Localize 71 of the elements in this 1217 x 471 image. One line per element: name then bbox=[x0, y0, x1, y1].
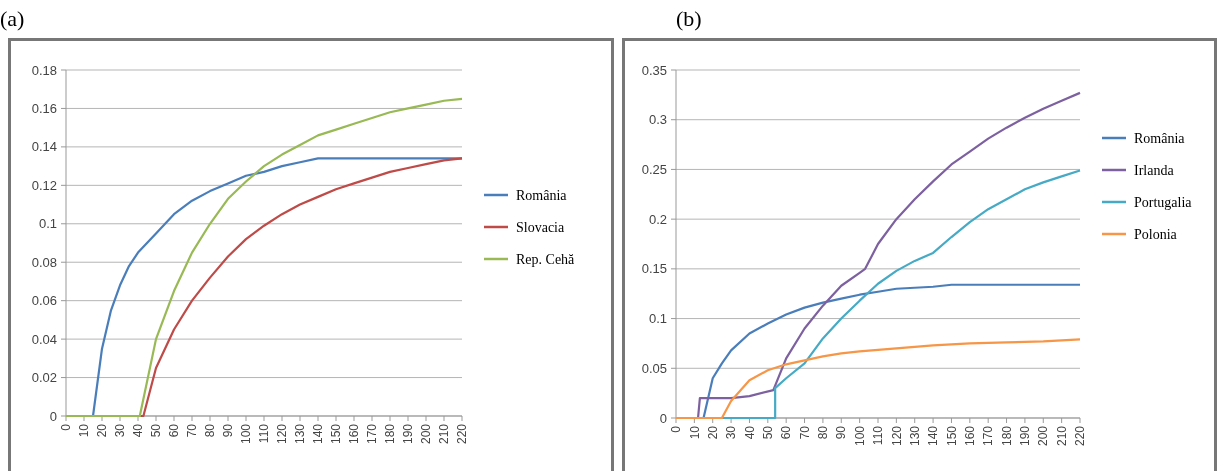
x-tick-label: 40 bbox=[742, 425, 757, 440]
legend-label: Portugalia bbox=[1134, 194, 1193, 210]
y-tick-label: 0.3 bbox=[648, 112, 667, 128]
legend-label: Slovacia bbox=[516, 219, 565, 235]
x-tick-label: 100 bbox=[852, 425, 867, 447]
x-tick-label: 160 bbox=[963, 425, 978, 447]
x-tick-label: 100 bbox=[239, 423, 254, 445]
x-tick-label: 150 bbox=[329, 423, 344, 445]
x-tick-label: 120 bbox=[889, 425, 904, 447]
chart-title: (b) bbox=[676, 6, 702, 31]
x-tick-label: 130 bbox=[907, 425, 922, 447]
x-tick-label: 150 bbox=[944, 425, 959, 447]
y-tick-label: 0.12 bbox=[31, 177, 57, 193]
x-tick-label: 70 bbox=[185, 423, 200, 438]
x-tick-label: 30 bbox=[113, 423, 128, 438]
y-tick-label: 0.18 bbox=[31, 62, 57, 78]
x-tick-label: 170 bbox=[981, 425, 996, 447]
x-tick-label: 60 bbox=[779, 425, 794, 440]
x-tick-label: 20 bbox=[705, 425, 720, 440]
x-tick-label: 190 bbox=[1018, 425, 1033, 447]
x-tick-label: 210 bbox=[1054, 425, 1069, 447]
x-tick-label: 180 bbox=[999, 425, 1014, 447]
legend-label: Polonia bbox=[1134, 226, 1178, 242]
y-tick-label: 0.1 bbox=[648, 311, 667, 327]
y-tick-label: 0.35 bbox=[641, 62, 667, 78]
x-tick-label: 160 bbox=[347, 423, 362, 445]
x-tick-label: 130 bbox=[293, 423, 308, 445]
x-tick-label: 50 bbox=[149, 423, 164, 438]
x-tick-label: 140 bbox=[311, 423, 326, 445]
x-tick-label: 220 bbox=[1073, 425, 1088, 447]
legend-label: România bbox=[1134, 130, 1186, 146]
x-tick-label: 140 bbox=[926, 425, 941, 447]
x-tick-label: 10 bbox=[77, 423, 92, 438]
y-tick-label: 0.02 bbox=[31, 370, 57, 386]
y-tick-label: 0.15 bbox=[641, 261, 667, 277]
y-tick-label: 0.06 bbox=[31, 293, 57, 309]
x-tick-label: 170 bbox=[365, 423, 380, 445]
x-tick-label: 110 bbox=[257, 423, 272, 444]
x-tick-label: 0 bbox=[59, 423, 74, 431]
legend-label: Rep. Cehă bbox=[516, 251, 576, 267]
x-tick-label: 10 bbox=[687, 425, 702, 440]
x-tick-label: 70 bbox=[797, 425, 812, 440]
legend-label: România bbox=[516, 187, 568, 203]
x-tick-label: 80 bbox=[203, 423, 218, 438]
x-tick-label: 90 bbox=[221, 423, 236, 438]
x-tick-label: 200 bbox=[1036, 425, 1051, 447]
legend-label: Irlanda bbox=[1134, 162, 1175, 178]
y-tick-label: 0.2 bbox=[648, 211, 667, 227]
x-tick-label: 40 bbox=[131, 423, 146, 438]
x-tick-label: 50 bbox=[761, 425, 776, 440]
y-tick-label: 0.25 bbox=[641, 161, 667, 177]
x-tick-label: 210 bbox=[437, 423, 452, 445]
chart-title: (a) bbox=[0, 6, 25, 31]
x-tick-label: 220 bbox=[455, 423, 470, 445]
x-tick-label: 20 bbox=[95, 423, 110, 438]
x-tick-label: 110 bbox=[871, 425, 886, 446]
x-tick-label: 90 bbox=[834, 425, 849, 440]
x-tick-label: 120 bbox=[275, 423, 290, 445]
y-tick-label: 0.04 bbox=[31, 331, 57, 347]
x-tick-label: 30 bbox=[724, 425, 739, 440]
x-tick-label: 80 bbox=[816, 425, 831, 440]
y-tick-label: 0.08 bbox=[31, 254, 57, 270]
x-tick-label: 190 bbox=[401, 423, 416, 445]
x-tick-label: 180 bbox=[383, 423, 398, 445]
y-tick-label: 0.1 bbox=[38, 216, 57, 232]
x-tick-label: 0 bbox=[669, 425, 684, 433]
x-tick-label: 60 bbox=[167, 423, 182, 438]
y-tick-label: 0.14 bbox=[31, 139, 57, 155]
y-tick-label: 0.16 bbox=[31, 100, 57, 116]
y-tick-label: 0.05 bbox=[641, 360, 667, 376]
x-tick-label: 200 bbox=[419, 423, 434, 445]
